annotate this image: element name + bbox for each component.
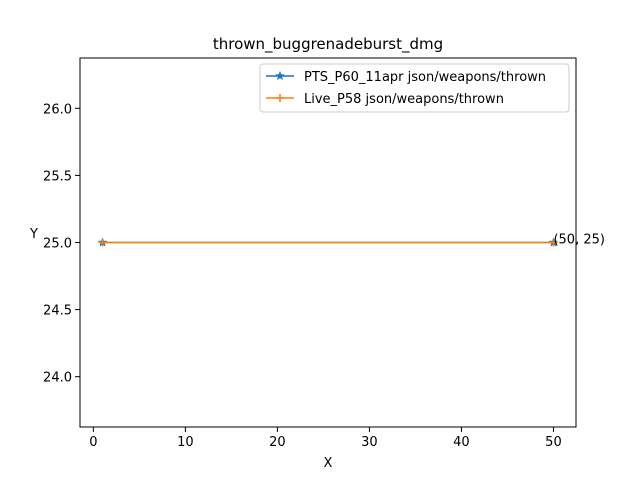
x-tick-label: 10 <box>177 435 194 450</box>
x-axis: 0 10 20 30 40 50 <box>89 427 562 450</box>
legend-entry: Live_P58 json/weapons/thrown <box>266 92 504 107</box>
plus-marker <box>98 238 107 247</box>
legend-label: PTS_P60_11apr json/weapons/thrown <box>304 70 546 85</box>
x-tick-label: 40 <box>453 435 470 450</box>
x-tick-label: 50 <box>545 435 562 450</box>
annotation-layer: (50, 25) <box>553 233 605 248</box>
series-layer <box>97 237 559 247</box>
y-axis: 24.0 24.5 25.0 25.5 26.0 <box>43 102 80 386</box>
x-tick-label: 30 <box>361 435 378 450</box>
x-tick-label: 0 <box>89 435 97 450</box>
legend-label: Live_P58 json/weapons/thrown <box>304 92 504 107</box>
chart-title: thrown_buggrenadeburst_dmg <box>213 35 443 54</box>
series-2 <box>98 238 558 247</box>
legend-box <box>259 63 570 113</box>
legend-entry: PTS_P60_11apr json/weapons/thrown <box>266 70 546 85</box>
y-tick-label: 24.0 <box>43 371 72 386</box>
x-tick-label: 20 <box>269 435 286 450</box>
y-tick-label: 24.5 <box>43 304 72 319</box>
y-axis-label: Y <box>29 227 38 242</box>
legend: PTS_P60_11apr json/weapons/thrown Live_P5… <box>259 63 570 113</box>
y-tick-label: 25.0 <box>43 237 72 252</box>
y-tick-label: 26.0 <box>43 102 72 117</box>
x-axis-label: X <box>324 456 333 471</box>
y-tick-label: 25.5 <box>43 169 72 184</box>
star-marker <box>275 70 285 81</box>
point-annotation: (50, 25) <box>553 233 605 248</box>
plus-marker <box>549 238 558 247</box>
plus-marker <box>276 94 284 102</box>
